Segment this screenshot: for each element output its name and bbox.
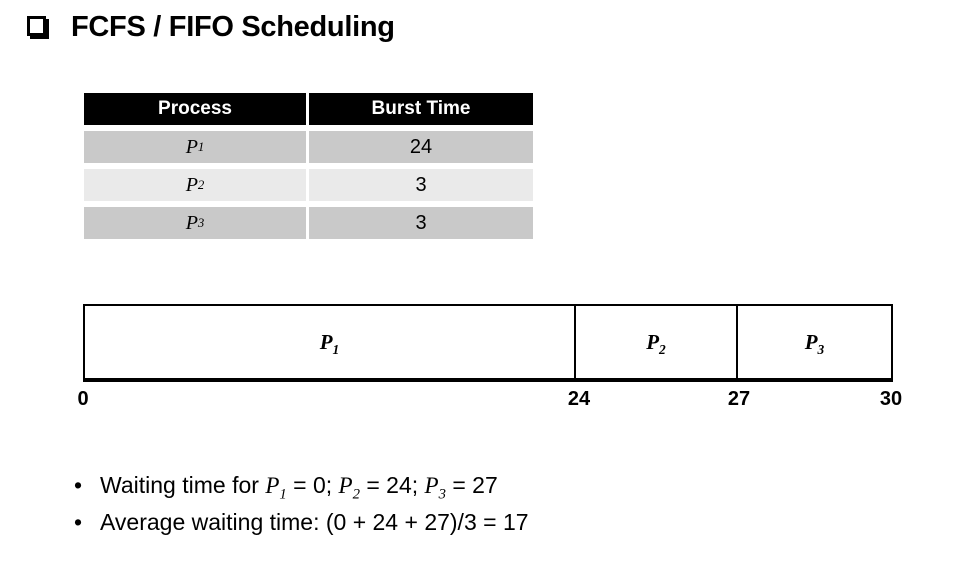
bullet-dot: • xyxy=(74,472,83,498)
burst-time-cell-p1: 24 xyxy=(309,131,533,163)
gantt-segment-label: P3 xyxy=(804,329,825,357)
notes-list: • Waiting time for P1 = 0; P2 = 24; P3 =… xyxy=(74,467,529,541)
bullet-dot: • xyxy=(74,509,83,535)
gantt-tick-0: 0 xyxy=(77,388,89,410)
table-header-burst-time: Burst Time xyxy=(309,93,533,125)
burst-time-cell-p2: 3 xyxy=(309,169,533,201)
process-label: P xyxy=(185,211,198,234)
gantt-segment-label: P1 xyxy=(319,329,340,357)
gantt-tick-24: 24 xyxy=(567,388,591,410)
gantt-segment-p2: P2 xyxy=(574,306,736,378)
process-label: P xyxy=(185,135,198,158)
page-title: FCFS / FIFO Scheduling xyxy=(71,11,395,43)
gantt-chart: P1 P2 P3 xyxy=(83,304,893,382)
burst-time-cell-p3: 3 xyxy=(309,207,533,239)
table-header-process: Process xyxy=(84,93,306,125)
bullet-text: Average waiting time: (0 + 24 + 27)/3 = … xyxy=(100,509,529,535)
gantt-segment-label: P2 xyxy=(646,329,666,357)
gantt-tick-27: 27 xyxy=(727,388,751,410)
gantt-segment-p3: P3 xyxy=(736,306,891,378)
bullet-item-average-waiting-time: • Average waiting time: (0 + 24 + 27)/3 … xyxy=(74,504,529,541)
bullet-item-waiting-time: • Waiting time for P1 = 0; P2 = 24; P3 =… xyxy=(74,467,529,504)
gantt-tick-30: 30 xyxy=(879,388,903,410)
square-bullet-icon xyxy=(27,16,46,36)
gantt-segment-p1: P1 xyxy=(85,306,574,378)
bullet-text: Waiting time for P1 = 0; P2 = 24; P3 = 2… xyxy=(100,472,498,503)
process-label: P xyxy=(185,173,198,196)
